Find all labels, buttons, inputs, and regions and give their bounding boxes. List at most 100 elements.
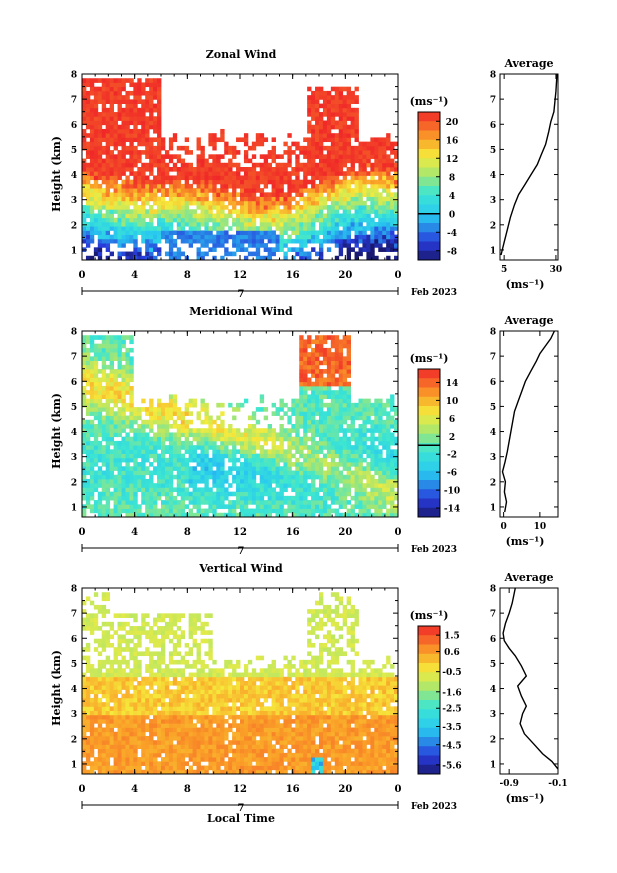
heatmap-cell <box>247 512 253 518</box>
heatmap-cell <box>374 453 379 459</box>
heatmap-cell <box>216 487 221 493</box>
heatmap-cell <box>97 251 103 257</box>
heatmap-cell <box>354 145 359 151</box>
heatmap-cell <box>283 226 288 231</box>
heatmap-cell <box>82 179 87 185</box>
heatmap-cell <box>85 647 91 652</box>
heatmap-cell <box>370 453 375 459</box>
heatmap-cell <box>204 470 209 476</box>
heatmap-cell <box>149 407 154 412</box>
heatmap-cell <box>212 436 217 442</box>
heatmap-cell <box>145 466 150 471</box>
heatmap-cell <box>386 175 391 181</box>
heatmap-cell <box>279 440 284 446</box>
heatmap-cell <box>105 137 111 143</box>
heatmap-cell <box>315 390 320 395</box>
heatmap-cell <box>216 192 221 197</box>
heatmap-cell <box>319 449 324 454</box>
heatmap-cell <box>259 445 265 450</box>
heatmap-cell <box>89 364 95 370</box>
heatmap-cell <box>326 491 332 497</box>
heatmap-cell <box>382 221 387 227</box>
heatmap-cell <box>93 128 99 134</box>
heatmap-cell <box>97 86 103 92</box>
heatmap-cell <box>307 217 312 223</box>
heatmap-cell <box>232 205 237 210</box>
heatmap-cell <box>97 188 103 193</box>
heatmap-cell <box>346 424 351 429</box>
heatmap-cell <box>164 171 170 176</box>
heatmap-cell <box>129 116 134 121</box>
heatmap-cell <box>295 432 300 438</box>
heatmap-cell <box>85 335 91 340</box>
heatmap-cell <box>133 205 138 210</box>
heatmap-cell <box>200 445 205 450</box>
heatmap-cell <box>251 238 257 244</box>
heatmap-cell <box>216 209 221 214</box>
heatmap-cell <box>236 407 241 412</box>
heatmap-cell <box>157 213 162 219</box>
heatmap-cell <box>390 196 395 202</box>
heatmap-cell <box>338 360 344 366</box>
heatmap-cell <box>161 183 166 189</box>
heatmap-cell <box>196 445 201 450</box>
heatmap-cell <box>157 457 162 463</box>
heatmap-cell <box>350 226 355 231</box>
heatmap-cell <box>101 752 107 758</box>
heatmap-cell <box>326 369 332 374</box>
heatmap-cell <box>303 373 308 378</box>
heatmap-cell <box>93 668 99 673</box>
heatmap-cell <box>97 512 103 518</box>
heatmap-cell <box>334 243 340 248</box>
heatmap-cell <box>382 167 387 172</box>
heatmap-cell <box>113 217 118 223</box>
heatmap-cell <box>394 141 399 147</box>
heatmap-cell <box>378 462 383 467</box>
heatmap-cell <box>82 356 87 361</box>
heatmap-cell <box>390 491 395 497</box>
heatmap-cell <box>271 491 276 497</box>
heatmap-cell <box>303 428 308 433</box>
heatmap-cell <box>105 483 111 488</box>
heatmap-cell <box>236 500 241 505</box>
heatmap-cell <box>362 158 367 164</box>
heatmap-cell <box>240 196 245 202</box>
heatmap-cell <box>267 167 272 172</box>
heatmap-cell <box>125 462 130 467</box>
heatmap-cell <box>121 196 126 202</box>
heatmap-cell <box>307 167 312 172</box>
heatmap-cell <box>267 221 272 227</box>
heatmap-cell <box>129 120 134 126</box>
heatmap-cell <box>220 179 225 185</box>
heatmap-cell <box>149 453 154 459</box>
heatmap-cell <box>117 356 122 361</box>
heatmap-cell <box>125 487 130 493</box>
heatmap-cell <box>149 419 154 425</box>
heatmap-cell <box>291 179 296 185</box>
heatmap-cell <box>85 714 91 720</box>
heatmap-cell <box>283 462 288 467</box>
heatmap-cell <box>93 462 99 467</box>
heatmap-cell <box>311 154 316 159</box>
heatmap-cell <box>374 162 379 168</box>
heatmap-cell <box>382 137 387 143</box>
heatmap-cell <box>220 411 225 416</box>
heatmap-cell <box>93 436 99 442</box>
heatmap-cell <box>346 352 351 357</box>
heatmap-cell <box>338 512 344 518</box>
heatmap-cell <box>172 200 178 206</box>
heatmap-cell <box>382 238 387 244</box>
heatmap-cell <box>105 90 111 96</box>
heatmap-cell <box>307 487 312 493</box>
heatmap-cell <box>283 175 288 181</box>
heatmap-cell <box>315 95 320 100</box>
heatmap-cell <box>82 470 87 476</box>
heatmap-cell <box>322 217 328 223</box>
profile-frame <box>499 73 559 261</box>
heatmap-cell <box>330 402 336 408</box>
heatmap-cell <box>346 347 351 353</box>
heatmap-cell <box>232 192 237 197</box>
heatmap-cell <box>101 192 107 197</box>
heatmap-cell <box>303 238 308 244</box>
heatmap-cell <box>172 424 178 429</box>
